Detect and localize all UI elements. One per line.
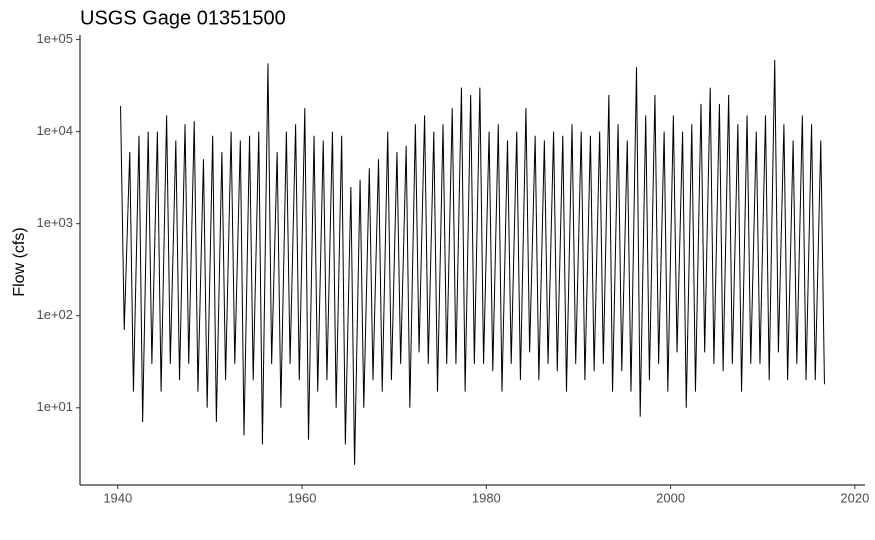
x-tick-label: 1940 <box>103 490 132 505</box>
flow-line <box>120 59 825 465</box>
x-tick-label: 1980 <box>472 490 501 505</box>
y-tick-label: 1e+03 <box>36 215 73 230</box>
y-tick-label: 1e+05 <box>36 31 73 46</box>
y-axis-label: Flow (cfs) <box>11 227 28 296</box>
x-tick-label: 2020 <box>840 490 869 505</box>
y-tick-label: 1e+02 <box>36 307 73 322</box>
y-tick-label: 1e+01 <box>36 399 73 414</box>
x-tick-label: 2000 <box>656 490 685 505</box>
y-tick-label: 1e+04 <box>36 123 73 138</box>
chart-title: USGS Gage 01351500 <box>80 7 286 29</box>
x-tick-label: 1960 <box>288 490 317 505</box>
